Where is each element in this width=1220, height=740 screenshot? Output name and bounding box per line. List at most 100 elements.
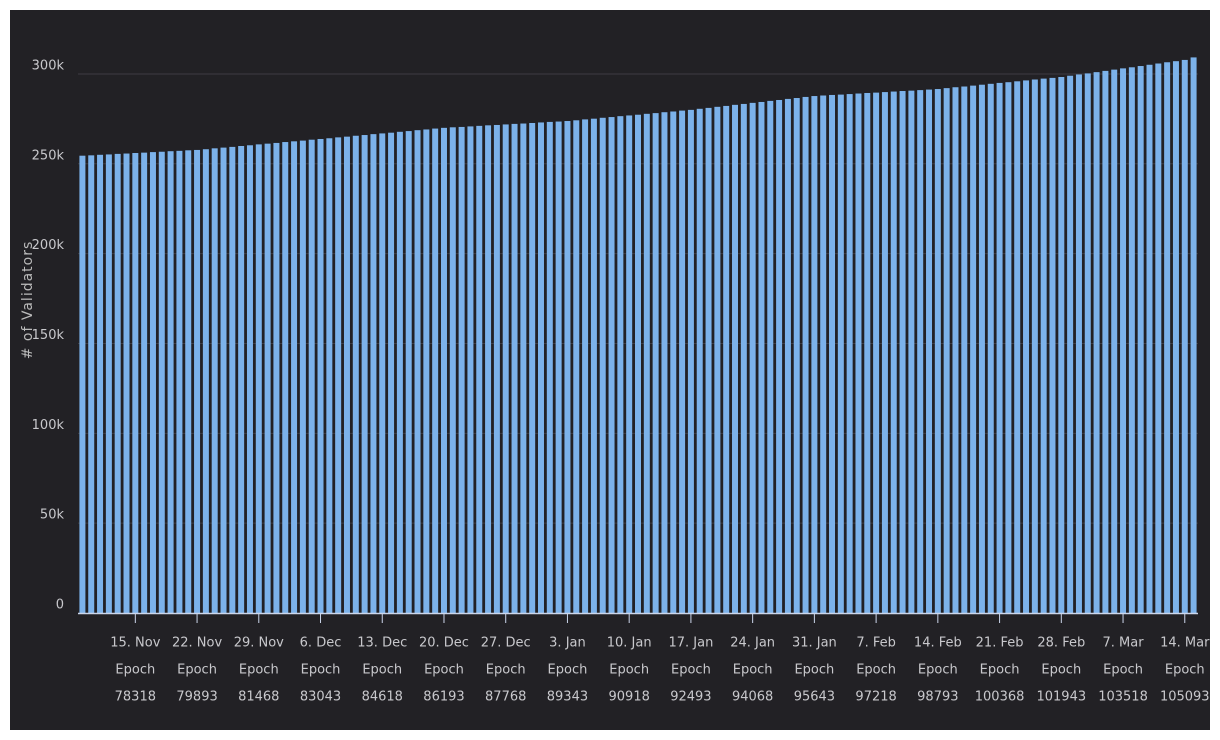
bar <box>264 143 271 613</box>
bar <box>617 116 624 613</box>
bar <box>873 92 880 613</box>
bar <box>846 94 853 613</box>
x-tick-label: 103518 <box>1098 690 1148 705</box>
bar <box>970 85 977 613</box>
x-tick-label: 89343 <box>547 690 588 705</box>
x-tick-label: 94068 <box>732 690 773 705</box>
x-tick-label: Epoch <box>239 663 279 678</box>
x-tick-label: 15. Nov <box>110 636 160 651</box>
x-tick-label: 81468 <box>238 690 279 705</box>
bar <box>141 152 148 613</box>
x-tick-label: 21. Feb <box>976 636 1024 651</box>
bar <box>643 113 650 613</box>
x-tick-label: Epoch <box>177 663 217 678</box>
bar <box>291 141 298 613</box>
bar <box>1084 73 1091 613</box>
bar <box>1137 66 1144 613</box>
y-tick-label: 150k <box>32 328 65 343</box>
bar <box>414 130 421 613</box>
bar <box>537 122 544 613</box>
bar <box>1190 57 1197 613</box>
bar <box>908 90 915 613</box>
bar <box>670 111 677 613</box>
bar <box>837 94 844 613</box>
y-tick-label: 250k <box>32 148 65 163</box>
bar <box>335 137 342 613</box>
bar <box>899 91 906 613</box>
bar <box>88 155 95 613</box>
x-tick-label: 27. Dec <box>481 636 531 651</box>
bar <box>1172 61 1179 613</box>
bar <box>714 106 721 613</box>
x-tick-label: Epoch <box>671 663 711 678</box>
bar <box>987 83 994 613</box>
bar <box>1164 62 1171 613</box>
bar <box>440 127 447 613</box>
bar <box>370 134 377 613</box>
x-tick-label: 87768 <box>485 690 526 705</box>
x-tick-label: Epoch <box>1165 663 1205 678</box>
bar <box>485 125 492 613</box>
x-tick-label: 29. Nov <box>234 636 284 651</box>
y-tick-label: 300k <box>32 58 65 73</box>
bar <box>626 115 633 613</box>
y-tick-label: 100k <box>32 418 65 433</box>
bar <box>934 89 941 613</box>
x-tick-label: 3. Jan <box>549 636 586 651</box>
bar <box>194 149 201 613</box>
bar <box>114 153 121 613</box>
bar <box>1102 70 1109 613</box>
bar <box>996 82 1003 613</box>
x-tick-label: Epoch <box>115 663 155 678</box>
bar <box>978 84 985 613</box>
x-tick-label: 31. Jan <box>792 636 837 651</box>
bar <box>105 154 112 613</box>
bar <box>696 108 703 613</box>
bar <box>961 86 968 613</box>
bar <box>1005 82 1012 613</box>
x-tick-label: 84618 <box>362 690 403 705</box>
bar <box>573 120 580 613</box>
bar <box>1146 64 1153 613</box>
bar <box>388 132 395 613</box>
bar <box>476 125 483 613</box>
bar <box>282 142 289 613</box>
bar <box>317 138 324 613</box>
y-axis-label: # of Validators <box>20 241 36 360</box>
x-tick-label: Epoch <box>424 663 464 678</box>
bar <box>158 151 165 613</box>
bar <box>423 129 430 613</box>
bar <box>555 121 562 613</box>
bar <box>767 100 774 613</box>
bar <box>758 101 765 613</box>
bar <box>229 146 236 613</box>
bar <box>820 95 827 613</box>
bar <box>1155 63 1162 613</box>
bar <box>1014 81 1021 613</box>
bar <box>449 127 456 613</box>
bar <box>132 153 139 613</box>
bar <box>149 152 156 613</box>
bar <box>599 117 606 613</box>
x-tick-label: 95643 <box>794 690 835 705</box>
x-tick-label: 10. Jan <box>607 636 652 651</box>
bar <box>811 96 818 613</box>
bar <box>749 102 756 613</box>
bar <box>220 147 227 613</box>
bar <box>564 121 571 613</box>
x-tick-label: 86193 <box>423 690 464 705</box>
x-tick-label: 105093 <box>1160 690 1210 705</box>
bar <box>326 138 333 613</box>
x-tick-label: 13. Dec <box>357 636 407 651</box>
bar <box>1181 59 1188 613</box>
bar <box>202 149 209 613</box>
x-tick-label: 17. Jan <box>668 636 713 651</box>
x-tick-label: 92493 <box>670 690 711 705</box>
bar <box>361 135 368 613</box>
bar <box>273 142 280 613</box>
bar <box>79 155 86 613</box>
x-tick-label: Epoch <box>548 663 588 678</box>
bar <box>855 93 862 613</box>
x-tick-label: Epoch <box>794 663 834 678</box>
bar <box>864 92 871 613</box>
